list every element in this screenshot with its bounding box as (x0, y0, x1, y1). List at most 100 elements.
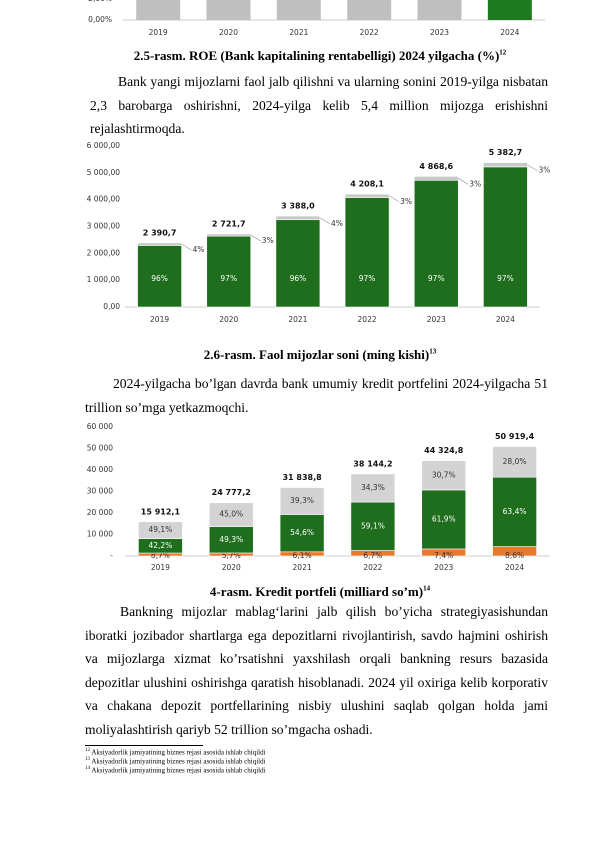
segment-label: 3% (262, 236, 274, 245)
bar-segment (483, 166, 528, 308)
segment-label: 49,3% (219, 535, 243, 544)
bar-segment (413, 176, 459, 181)
footnote-rule (85, 745, 203, 746)
bar-segment (483, 162, 528, 168)
leader-line (527, 164, 538, 171)
caption-text: 4-rasm. Kredit portfeli (milliard so’m) (209, 584, 424, 599)
bar (487, 0, 532, 20)
y-tick-label: 5 000,00 (87, 168, 121, 177)
x-tick-label: 2024 (505, 563, 524, 572)
y-tick-label: 4 000,00 (87, 195, 121, 204)
footnote: 13 Aksiyadorlik jamiyatining biznes reja… (85, 757, 266, 765)
segment-label: 96% (290, 274, 307, 283)
leader-line (319, 217, 331, 225)
footnote: 12 Aksiyadorlik jamiyatining biznes reja… (85, 748, 266, 756)
footnote-text: Aksiyadorlik jamiyatining biznes rejasi … (91, 757, 266, 766)
x-tick-label: 2020 (222, 563, 241, 572)
segment-label: 7,4% (434, 551, 453, 560)
paragraph: 2024-yilgacha bo’lgan davrda bank umumiy… (85, 376, 548, 415)
x-tick-label: 2021 (289, 28, 308, 37)
x-tick-label: 2022 (358, 315, 377, 324)
leader-line (181, 243, 192, 251)
x-tick-label: 2021 (288, 315, 307, 324)
paragraph: Bank yangi mijozlarni faol jalb qilishni… (90, 74, 548, 137)
bar (276, 0, 321, 20)
caption: 4-rasm. Kredit portfeli (milliard so’m)1… (85, 584, 555, 600)
bar-segment (208, 526, 254, 554)
y-tick-label: 2 000,00 (87, 248, 121, 257)
total-label: 24 777,2 (212, 488, 251, 497)
y-tick-label: 0,00 (103, 302, 120, 311)
y-tick-label: 60 000 (87, 422, 113, 431)
footnote-text: Aksiyadorlik jamiyatining biznes rejasi … (91, 748, 266, 757)
total-label: 15 912,1 (141, 507, 181, 516)
segment-label: 3% (538, 166, 550, 175)
total-label: 5 382,7 (489, 148, 523, 157)
paragraph: Bankning mijozlar mablag‘larini jalb qil… (85, 604, 548, 737)
x-tick-label: 2022 (363, 563, 382, 572)
x-tick-label: 2023 (427, 315, 446, 324)
leader-line (250, 234, 261, 242)
segment-label: 97% (428, 274, 445, 283)
y-tick-label: 50 000 (87, 444, 113, 453)
caption: 2.6-rasm. Faol mijozlar soni (ming kishi… (85, 347, 555, 363)
y-tick-label: 1 000,00 (87, 275, 121, 284)
segment-label: 6,7% (363, 551, 382, 560)
bar-segment (492, 476, 537, 547)
bar-segment (279, 514, 325, 553)
bar (347, 0, 392, 20)
bar-segment (421, 489, 467, 550)
bar-segment (344, 193, 390, 198)
caption: 2.5-rasm. ROE (Bank kapitalining rentabe… (85, 48, 555, 64)
segment-label: 3% (469, 179, 481, 188)
y-tick-label: 20 000 (87, 508, 113, 517)
segment-label: 59,1% (361, 521, 385, 530)
bar-segment (137, 245, 182, 308)
segment-label: 61,9% (432, 514, 456, 523)
segment-label: 28,0% (503, 457, 527, 466)
segment-label: 30,7% (432, 470, 456, 479)
footnote-ref: 12 (499, 48, 507, 57)
y-tick-label: 3 000,00 (87, 222, 121, 231)
bar-segment (421, 460, 467, 491)
total-label: 50 919,4 (495, 432, 535, 441)
caption-text: 2.5-rasm. ROE (Bank kapitalining rentabe… (133, 48, 500, 63)
leader-line (388, 195, 400, 203)
total-label: 3 388,0 (281, 202, 315, 211)
total-label: 2 390,7 (143, 228, 177, 237)
y-tick-label: 6 000,00 (87, 141, 121, 150)
y-tick-label: 10 000 (87, 530, 113, 539)
segment-label: 97% (220, 274, 237, 283)
bar (417, 0, 462, 20)
bar-segment (208, 502, 254, 528)
bar-segment (206, 233, 252, 237)
chart: 0,00 1 000,00 2 000,00 3 000,00 4 000,00 5 00… (87, 141, 551, 311)
segment-label: 63,4% (503, 507, 527, 516)
bar (136, 0, 181, 20)
x-tick-label: 2020 (219, 315, 238, 324)
segment-label: 5,7% (222, 551, 241, 560)
bar-segment (350, 473, 396, 503)
bar-segment (279, 487, 325, 515)
footnote-number: 12 (85, 748, 90, 753)
leader-line (458, 178, 469, 185)
segment-label: 54,6% (290, 528, 314, 537)
segment-label: 34,3% (361, 483, 385, 492)
bar-segment (206, 235, 252, 308)
bar (206, 0, 251, 20)
segment-label: 49,1% (149, 525, 173, 534)
bar-segment (344, 197, 390, 308)
segment-label: 97% (359, 274, 376, 283)
bar-segment (492, 446, 537, 478)
footnote-number: 13 (85, 757, 90, 762)
x-tick-label: 2020 (219, 28, 238, 37)
segment-label: 6,1% (293, 551, 312, 560)
bar-segment (138, 521, 183, 539)
segment-label: 3% (400, 197, 412, 206)
total-label: 4 868,6 (419, 162, 453, 171)
y-tick-label: - (110, 551, 113, 560)
x-tick-label: 2023 (430, 28, 449, 37)
segment-label: 45,0% (219, 510, 243, 519)
